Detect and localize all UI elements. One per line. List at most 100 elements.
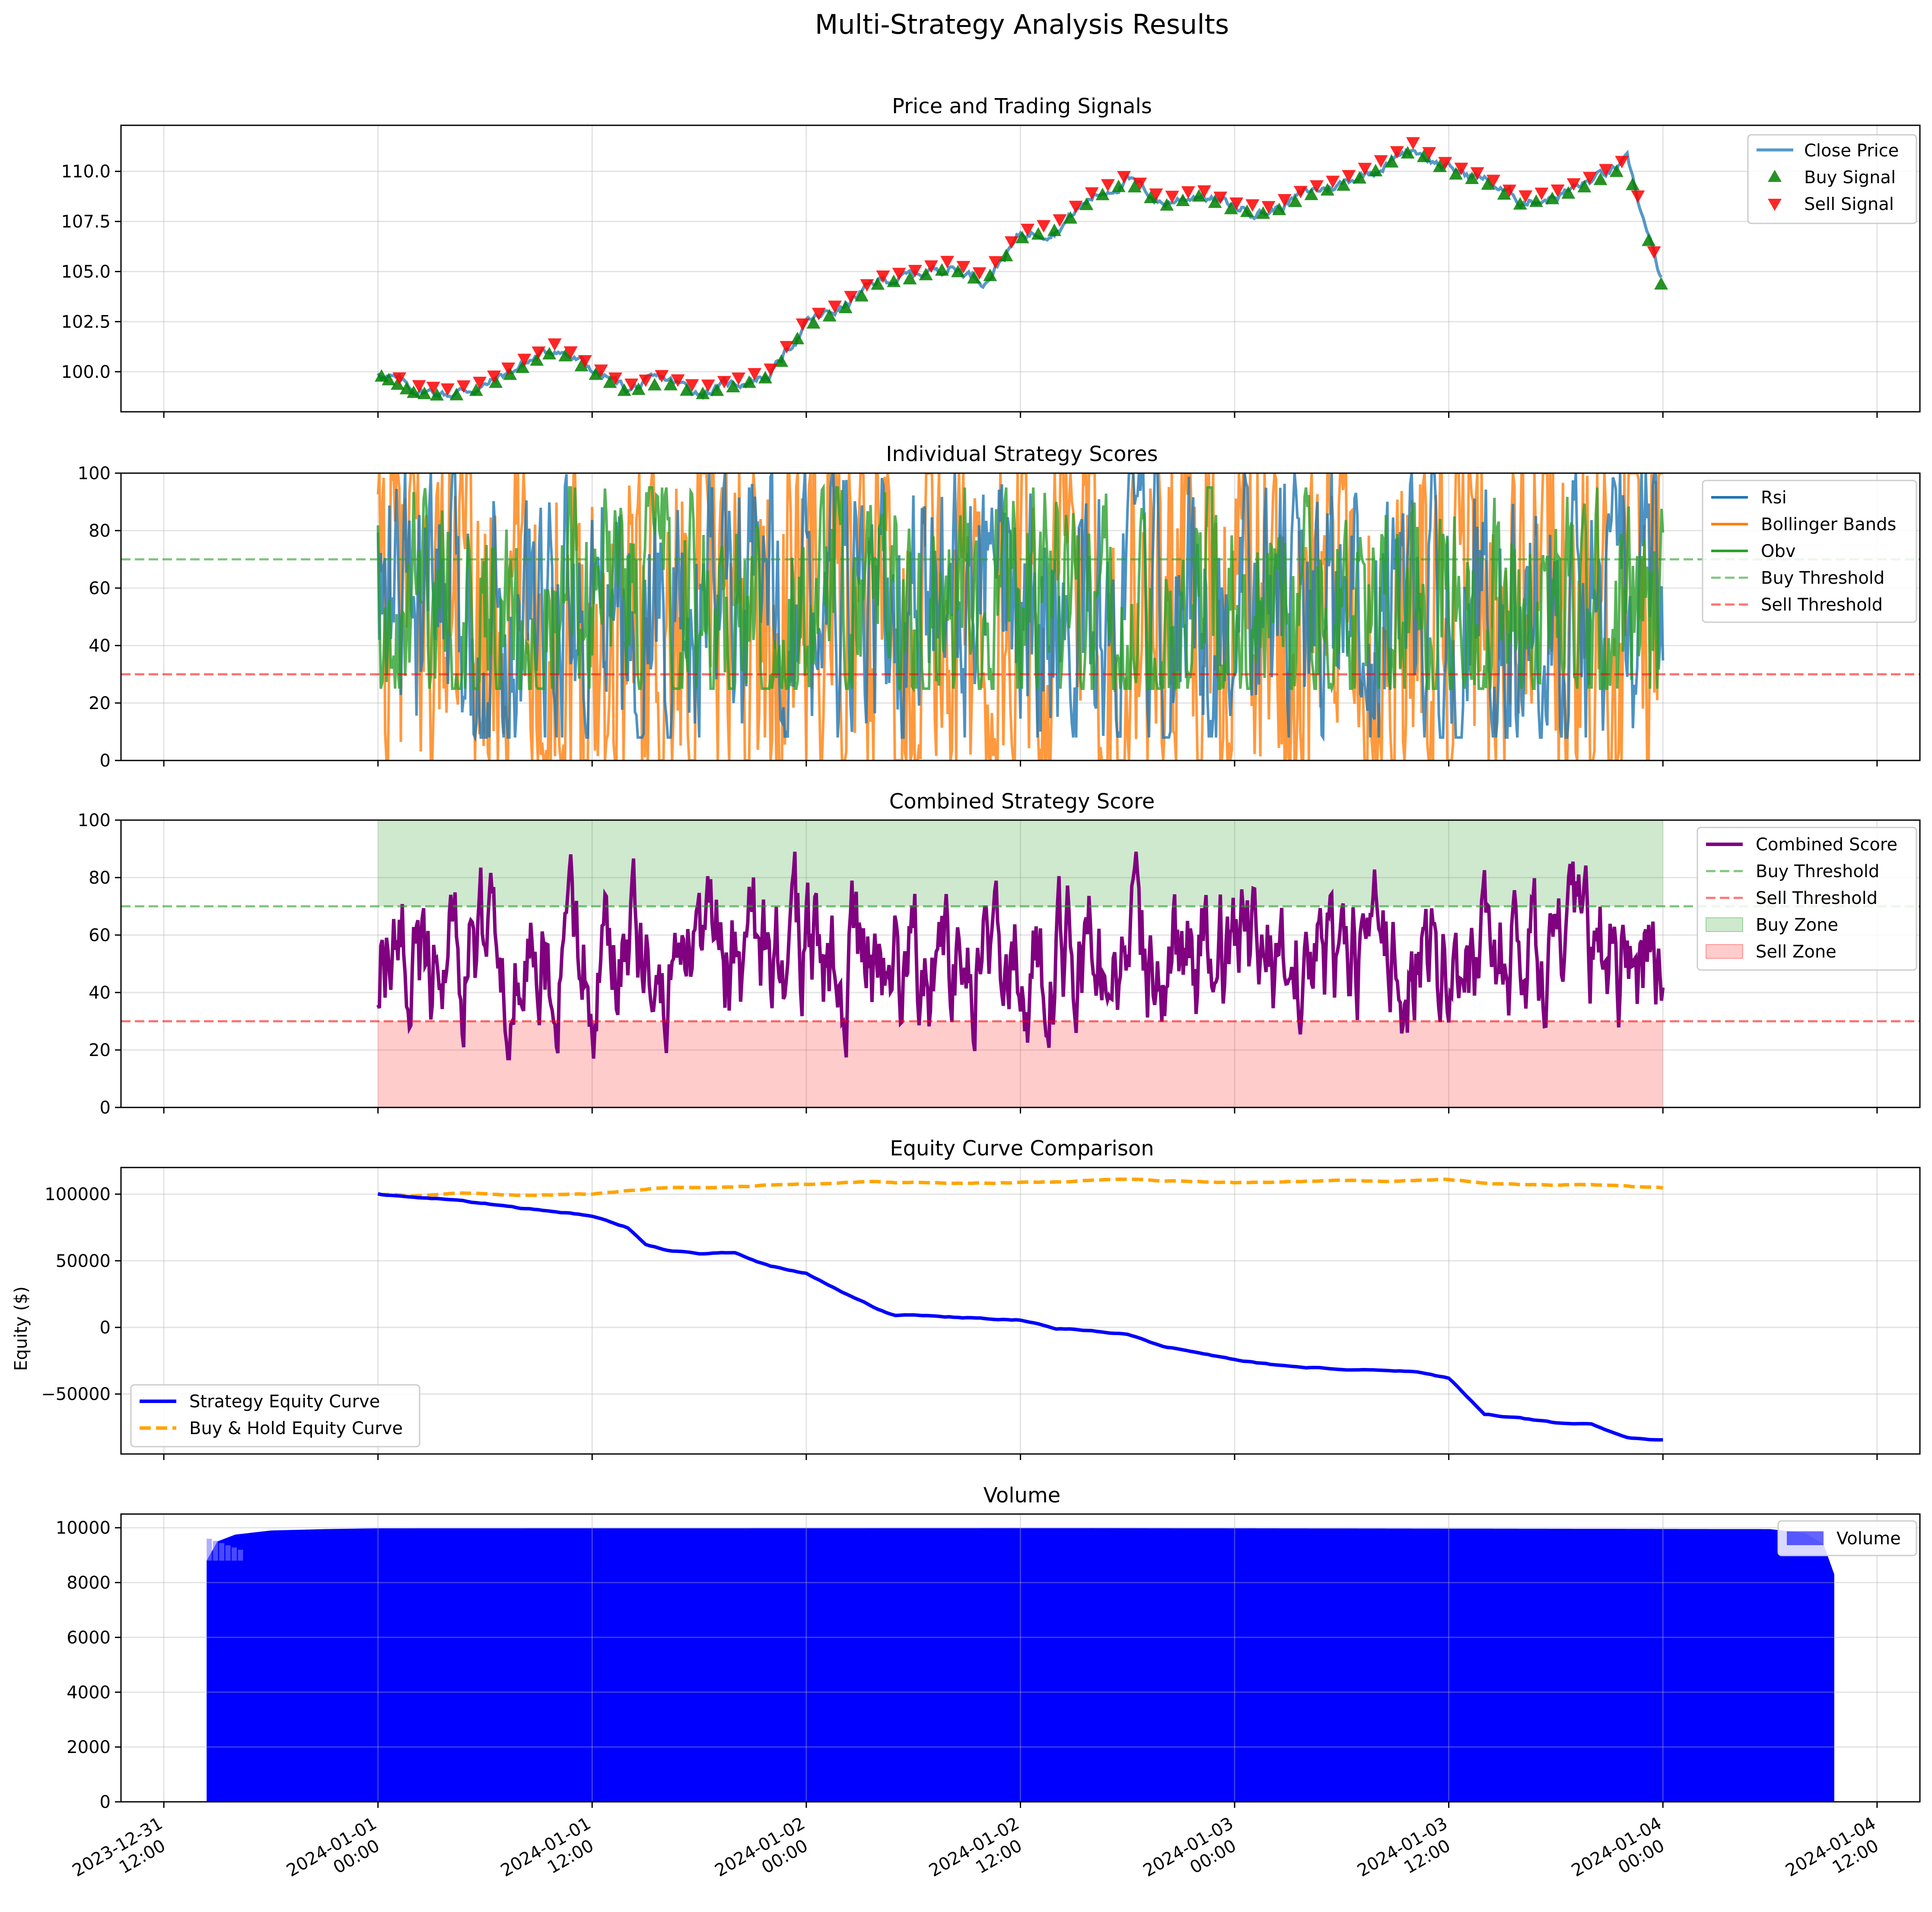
legend-buy-zone-label: Buy Zone: [1756, 915, 1838, 935]
sell-signal-marker: [892, 267, 906, 280]
equity-plot-area: [121, 1168, 1920, 1454]
sell-signal-marker: [1631, 190, 1645, 203]
buy-signal-marker: [430, 388, 444, 401]
sell-signal-marker: [876, 270, 890, 283]
buy-signal-marker: [1529, 194, 1544, 207]
buy-signal-marker: [742, 375, 756, 388]
y-tick-label: 105.0: [61, 262, 111, 282]
buy-signal-marker: [1192, 189, 1206, 202]
sell-signal-marker: [1133, 178, 1147, 191]
y-tick-label: 0: [100, 1098, 111, 1118]
sell-signal-marker: [1454, 162, 1468, 175]
sell-signal-marker: [812, 308, 826, 321]
buy-signal-marker: [710, 383, 724, 396]
sell-signal-marker: [671, 374, 685, 387]
buy-signal-marker: [790, 331, 805, 344]
buy-signal-marker: [407, 385, 421, 398]
legend-strategy-equity-label: Strategy Equity Curve: [189, 1392, 380, 1412]
y-tick-label: 4000: [67, 1683, 111, 1702]
buy-signal-marker: [726, 379, 740, 392]
buy-signal-marker: [935, 263, 949, 276]
equity-panel: Equity Curve Comparison Equity ($) 10000…: [11, 1136, 1921, 1460]
equity-y-ticks: 100000 50000 0 −50000: [41, 1185, 121, 1404]
sell-signal-marker: [1438, 157, 1452, 170]
buy-signal-marker: [1143, 191, 1158, 204]
buy-signal-marker: [489, 375, 503, 388]
buy-signal-marker: [1561, 186, 1576, 199]
buy-signal-marker: [1626, 178, 1640, 191]
buy-signal-marker: [887, 274, 901, 287]
buy-signal-marker: [1320, 183, 1334, 196]
sell-signal-marker: [764, 363, 778, 376]
buy-signal-marker: [1224, 201, 1238, 214]
sell-signal-marker: [456, 380, 471, 393]
buy-signal-marker: [838, 300, 853, 313]
sell-signal-marker: [1293, 186, 1308, 199]
equity-grid: [121, 1168, 1920, 1454]
buy-signal-marker: [542, 347, 557, 359]
buy-signal-marker: [1577, 180, 1591, 193]
buy-signal-marker: [903, 272, 917, 285]
sell-signal-marker: [1374, 155, 1388, 168]
equity-legend: Strategy Equity Curve Buy & Hold Equity …: [130, 1384, 420, 1448]
figure-title: Multi-Strategy Analysis Results: [815, 9, 1229, 40]
sell-signal-marker: [1117, 171, 1131, 184]
combined-y-ticks: 0 20 40 60 80 100: [78, 811, 121, 1118]
bollinger-bands-line: [376, 473, 1663, 760]
scores-legend-box: [1702, 480, 1917, 623]
scores-x-ticks: [163, 760, 1878, 767]
sell-signal-marker: [1599, 164, 1613, 177]
legend-volume-swatch: [1787, 1531, 1824, 1545]
buy-signal-marker: [1465, 172, 1479, 185]
sell-signal-marker: [563, 346, 578, 359]
sell-signal-marker: [1390, 146, 1404, 159]
legend-close-price-label: Close Price: [1804, 141, 1899, 161]
buy-signal-marker: [558, 349, 573, 362]
sell-signal-markers: [392, 137, 1661, 396]
equity-legend-box: [130, 1384, 420, 1448]
buy-signal-marker: [574, 359, 589, 372]
buy-signal-marker: [417, 386, 432, 399]
legend-obv-label: Obv: [1761, 541, 1796, 561]
y-tick-label: 20: [89, 1040, 111, 1060]
legend-sell-zone-label: Sell Zone: [1756, 942, 1837, 962]
sell-signal-marker: [1261, 201, 1276, 214]
y-tick-label: 60: [89, 926, 111, 945]
buy-zone: [378, 820, 1663, 907]
sell-signal-marker: [1326, 175, 1340, 188]
scores-legend: Rsi Bollinger Bands Obv Buy Threshold Se…: [1702, 480, 1917, 623]
sell-signal-marker: [956, 261, 971, 274]
buy-signal-marker: [516, 360, 530, 373]
sell-signal-marker: [988, 256, 1003, 269]
volume-legend: Volume: [1777, 1520, 1917, 1556]
y-tick-label: 20: [89, 694, 111, 713]
price-panel: Price and Trading Signals 100.0 102.5 105.…: [61, 94, 1921, 418]
y-tick-label: 100: [78, 464, 111, 484]
buy-signal-marker: [1513, 197, 1527, 210]
buy-signal-marker: [1111, 179, 1126, 192]
sell-signal-marker: [1197, 185, 1211, 198]
legend-rsi-label: Rsi: [1761, 488, 1787, 508]
buy-signal-marker: [503, 367, 517, 380]
y-tick-label: 2000: [67, 1737, 111, 1757]
y-tick-label: 8000: [67, 1573, 111, 1593]
buy-signal-marker: [1047, 223, 1061, 236]
price-legend: Close Price Buy Signal Sell Signal: [1747, 134, 1917, 224]
sell-signal-marker: [532, 346, 546, 359]
sell-signal-marker: [1615, 156, 1629, 169]
legend-sell-zone-swatch: [1706, 944, 1743, 959]
sell-signal-marker: [501, 363, 516, 375]
volume-legend-box: [1777, 1520, 1917, 1556]
buy-signal-marker: [1272, 202, 1286, 215]
volume-x-ticks: [163, 1802, 1878, 1808]
sell-signal-marker: [1422, 147, 1436, 160]
sell-signal-marker: [1021, 223, 1035, 236]
scores-panel: Individual Strategy Scores 020406080100 …: [78, 442, 1921, 771]
y-tick-label: 80: [89, 521, 111, 541]
y-tick-label: 110.0: [61, 162, 111, 182]
volume-y-ticks: 0 2000 4000 6000 8000 10000: [56, 1518, 121, 1812]
legend-buy-hold-equity-label: Buy & Hold Equity Curve: [189, 1419, 403, 1438]
sell-signal-marker: [748, 368, 762, 381]
combined-panel-title: Combined Strategy Score: [889, 789, 1155, 814]
legend-sell-threshold-label: Sell Threshold: [1761, 595, 1883, 615]
